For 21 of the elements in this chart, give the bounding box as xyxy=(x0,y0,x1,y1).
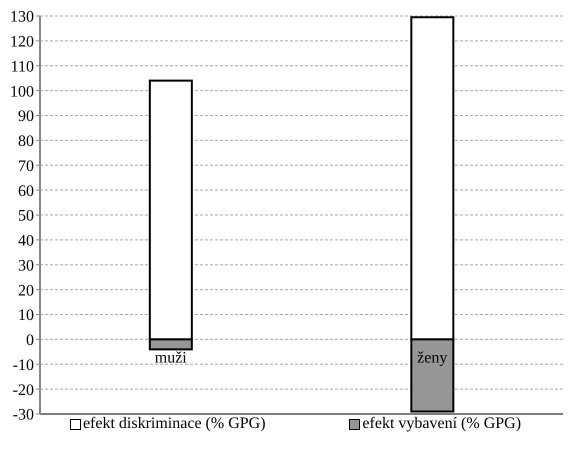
legend-label: efekt diskriminace (% GPG) xyxy=(82,415,266,433)
y-tick-label: 0 xyxy=(26,332,34,350)
y-tick-label: -20 xyxy=(12,382,34,399)
x-tick-label: ženy xyxy=(417,350,448,367)
y-tick-label: 80 xyxy=(18,133,34,150)
y-tick-label: 40 xyxy=(18,232,34,250)
y-tick-label: 120 xyxy=(10,34,34,51)
x-tick-label: muži xyxy=(154,350,188,367)
y-tick-label: 130 xyxy=(10,8,34,26)
y-tick-label: 90 xyxy=(18,108,34,126)
y-tick-label: 30 xyxy=(18,257,34,274)
y-tick-label: 110 xyxy=(10,58,34,76)
y-tick-label: 10 xyxy=(18,307,34,324)
y-tick-label: -30 xyxy=(12,406,34,424)
y-tick-label: 70 xyxy=(18,158,34,175)
y-tick-label: 100 xyxy=(10,83,34,100)
y-tick-label: -10 xyxy=(12,356,34,374)
y-tick-label: 50 xyxy=(18,208,34,225)
y-tick-label: 20 xyxy=(18,282,34,300)
y-tick-label: 60 xyxy=(18,182,34,200)
legend-label: efekt vybavení (% GPG) xyxy=(361,415,522,433)
